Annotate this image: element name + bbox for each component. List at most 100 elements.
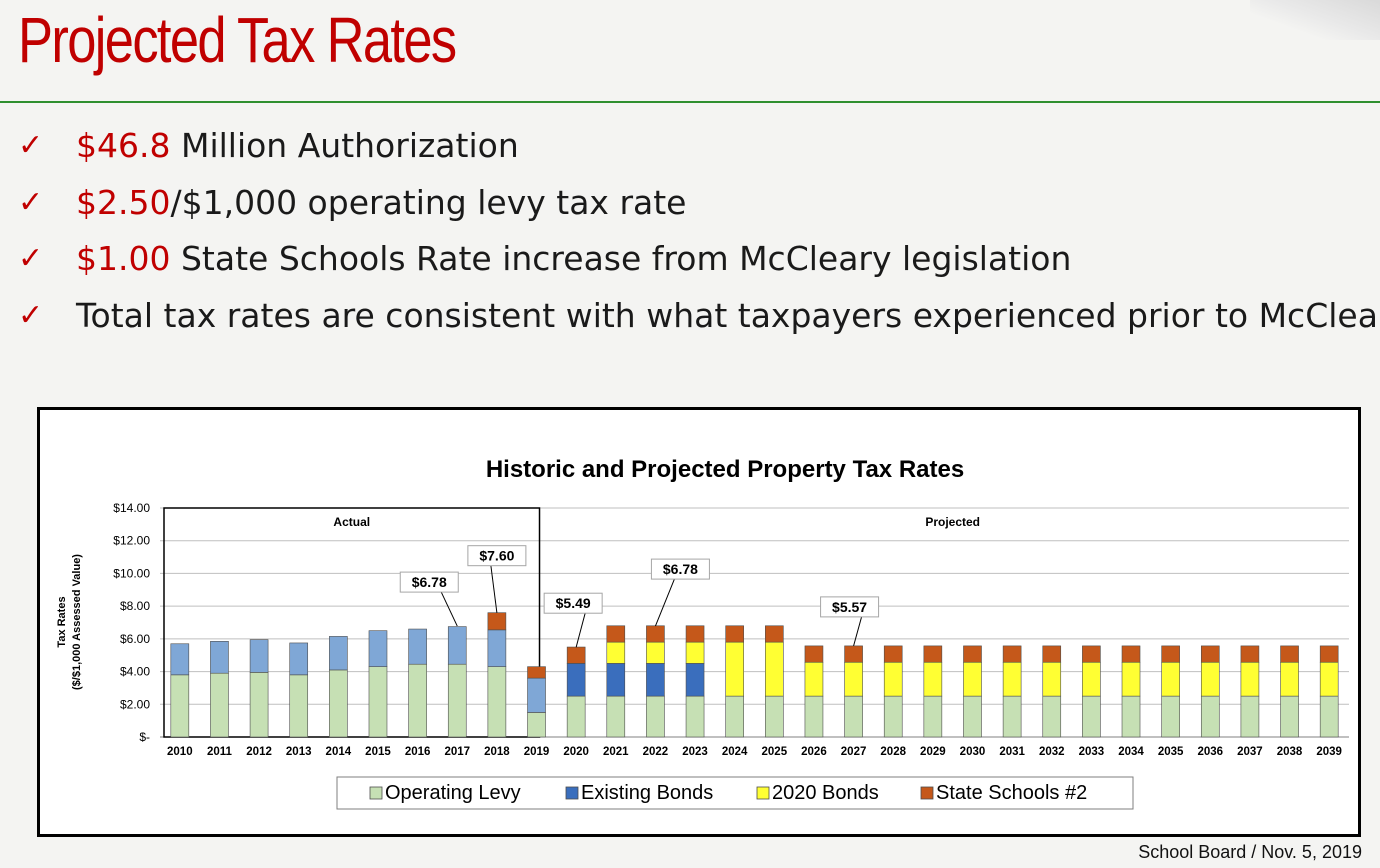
annotation-box	[467, 545, 527, 567]
x-tick-label: 2025	[762, 746, 788, 758]
y-axis-label: ($/$1,000 Assessed Value)	[71, 554, 83, 690]
bar-state-schools	[804, 645, 824, 663]
bar-2020-bonds	[1161, 661, 1180, 697]
bar-state-schools	[1002, 645, 1022, 663]
bar-operating-levy	[963, 695, 982, 738]
bar-operating-levy	[883, 695, 903, 738]
annotation-leader	[654, 578, 675, 627]
x-tick-label: 2035	[1158, 746, 1184, 758]
legend-swatch	[920, 786, 934, 800]
bar-2020-bonds	[1002, 661, 1022, 697]
bar-state-schools	[1042, 645, 1062, 663]
bar-existing-bonds	[566, 663, 586, 697]
bar-operating-levy	[1042, 695, 1062, 738]
bar-state-schools	[566, 646, 586, 664]
x-tick-label: 2030	[960, 746, 986, 758]
y-tick-label: $14.00	[113, 501, 150, 515]
x-tick-label: 2017	[444, 746, 470, 758]
legend-swatch	[756, 786, 770, 800]
bar-operating-levy	[685, 695, 705, 738]
bar-2020-bonds	[804, 661, 824, 697]
chart-title: Historic and Projected Property Tax Rate…	[486, 456, 964, 483]
x-tick-label: 2038	[1277, 746, 1303, 758]
bar-2020-bonds	[1280, 661, 1299, 697]
footer-text: School Board / Nov. 5, 2019	[1138, 842, 1362, 862]
bar-state-schools	[883, 645, 903, 663]
bullet-item: ✓ $2.50/$1,000 operating levy tax rate	[18, 175, 1380, 232]
bar-2020-bonds	[1082, 661, 1101, 697]
bar-operating-levy	[1002, 695, 1022, 738]
bar-existing-bonds	[368, 630, 388, 667]
bar-operating-levy	[170, 674, 190, 738]
slide-title: Projected Tax Rates	[18, 4, 457, 76]
bullet-item: ✓ Total tax rates are consistent with wha…	[18, 288, 1380, 345]
bar-2020-bonds	[844, 661, 863, 697]
bar-state-schools	[844, 645, 863, 663]
bar-existing-bonds	[685, 663, 705, 697]
bar-state-schools	[1161, 645, 1180, 663]
x-tick-label: 2020	[563, 746, 589, 758]
bullet-highlight: $1.00	[76, 239, 171, 278]
bar-existing-bonds	[646, 663, 665, 697]
bar-state-schools	[1121, 645, 1141, 663]
y-axis-label: Tax Rates	[56, 596, 68, 647]
bar-operating-levy	[765, 695, 784, 738]
bar-state-schools	[1082, 645, 1101, 663]
bar-state-schools	[527, 666, 546, 679]
annotation-label: $7.60	[479, 548, 514, 564]
x-tick-label: 2039	[1316, 746, 1342, 758]
annotation-leader	[853, 616, 863, 647]
bar-operating-levy	[408, 663, 427, 738]
bar-state-schools	[1240, 645, 1260, 663]
region-label-actual: Actual	[333, 515, 370, 529]
bar-2020-bonds	[1121, 661, 1141, 697]
bar-2020-bonds	[1240, 661, 1260, 697]
corner-decoration	[1250, 0, 1380, 40]
bar-operating-levy	[566, 695, 586, 738]
bar-operating-levy	[844, 695, 863, 738]
x-tick-label: 2019	[524, 746, 550, 758]
bar-operating-levy	[289, 674, 309, 738]
check-icon: ✓	[18, 241, 44, 276]
x-tick-label: 2021	[603, 746, 629, 758]
x-tick-label: 2027	[841, 746, 867, 758]
bar-operating-levy	[329, 669, 348, 738]
annotation-box	[543, 592, 603, 614]
bar-operating-levy	[368, 666, 388, 738]
annotation-leader	[440, 591, 458, 627]
bar-state-schools	[725, 625, 744, 643]
bar-existing-bonds	[249, 639, 269, 673]
legend-entry: 2020 Bonds	[772, 782, 879, 804]
legend-box	[336, 776, 1134, 810]
bar-2020-bonds	[725, 641, 744, 697]
bar-2020-bonds	[1319, 661, 1339, 697]
x-tick-label: 2037	[1237, 746, 1263, 758]
bar-operating-levy	[923, 695, 943, 738]
check-icon: ✓	[18, 297, 44, 333]
y-tick-label: $10.00	[113, 566, 150, 580]
bar-operating-levy	[1240, 695, 1260, 738]
title-divider	[0, 101, 1380, 103]
bar-operating-levy	[1082, 695, 1101, 738]
bar-operating-levy	[1280, 695, 1299, 738]
bar-operating-levy	[1161, 695, 1180, 738]
x-tick-label: 2028	[880, 746, 906, 758]
y-tick-label: $8.00	[120, 599, 150, 613]
x-tick-label: 2016	[405, 746, 431, 758]
check-icon: ✓	[18, 128, 44, 163]
bullet-highlight: $2.50	[76, 182, 171, 222]
y-tick-label: $-	[139, 730, 150, 744]
bar-existing-bonds	[408, 628, 427, 665]
annotation-box	[820, 596, 880, 618]
x-tick-label: 2029	[920, 746, 946, 758]
bar-2020-bonds	[923, 661, 943, 697]
bar-2020-bonds	[883, 661, 903, 697]
bar-state-schools	[1200, 645, 1220, 663]
annotation-box	[650, 558, 710, 580]
annotation-leader	[490, 565, 498, 613]
annotation-label: $6.78	[412, 574, 447, 590]
bar-state-schools	[685, 625, 705, 643]
bar-state-schools	[606, 625, 626, 643]
bar-operating-levy	[210, 672, 229, 738]
bar-operating-levy	[487, 666, 507, 738]
